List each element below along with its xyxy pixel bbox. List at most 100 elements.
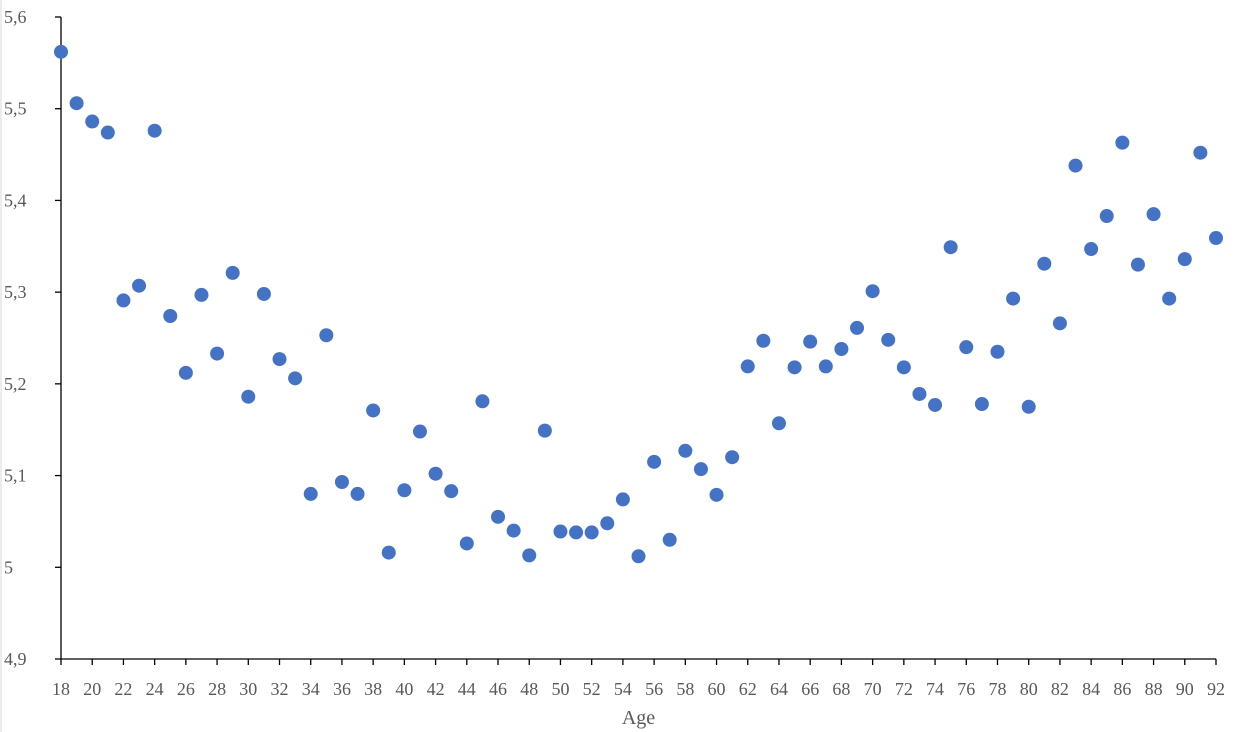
data-point xyxy=(1099,209,1114,224)
x-tick-label: 86 xyxy=(1113,679,1131,699)
data-point xyxy=(990,344,1005,359)
data-point xyxy=(1177,252,1192,267)
data-point xyxy=(1162,291,1177,306)
data-point xyxy=(116,293,131,308)
data-point xyxy=(974,397,989,412)
data-point xyxy=(288,371,303,386)
data-point xyxy=(943,240,958,255)
data-point xyxy=(865,284,880,299)
data-point xyxy=(334,474,349,489)
data-point xyxy=(428,466,443,481)
data-point xyxy=(1068,158,1083,173)
data-point xyxy=(771,416,786,431)
data-point xyxy=(569,525,584,540)
data-point xyxy=(459,536,474,551)
data-point xyxy=(896,360,911,375)
data-point xyxy=(85,114,100,129)
data-point xyxy=(1052,316,1067,331)
x-tick-label: 74 xyxy=(926,679,944,699)
data-point xyxy=(850,320,865,335)
data-point xyxy=(491,509,506,524)
data-point xyxy=(615,492,630,507)
data-point xyxy=(1084,242,1099,257)
x-tick-label: 60 xyxy=(708,679,726,699)
data-point xyxy=(709,487,724,502)
data-point xyxy=(600,516,615,531)
y-tick-label: 5,4 xyxy=(4,190,27,210)
data-point xyxy=(210,346,225,361)
data-point xyxy=(147,123,162,138)
data-point xyxy=(647,454,662,469)
x-tick-label: 92 xyxy=(1207,679,1225,699)
x-tick-label: 32 xyxy=(271,679,289,699)
data-points xyxy=(54,44,1223,564)
x-axis-title: Age xyxy=(622,707,655,729)
x-tick-label: 72 xyxy=(895,679,913,699)
x-axis-ticks: 18 20 22 24 26 28 30 32 34 36 38 40 42 44 46 48 50 52 54 56… xyxy=(52,659,1225,699)
data-point xyxy=(928,397,943,412)
data-point xyxy=(381,545,396,560)
data-point xyxy=(1130,257,1145,272)
data-point xyxy=(444,484,459,499)
x-tick-label: 46 xyxy=(489,679,507,699)
x-tick-label: 84 xyxy=(1082,679,1100,699)
data-point xyxy=(881,332,896,347)
data-point xyxy=(787,360,802,375)
data-point xyxy=(1193,145,1208,160)
data-point xyxy=(912,386,927,401)
data-point xyxy=(256,286,271,301)
data-point xyxy=(350,486,365,501)
data-point xyxy=(756,333,771,348)
x-tick-label: 82 xyxy=(1051,679,1069,699)
y-tick-label: 5,3 xyxy=(4,282,27,302)
data-point xyxy=(366,403,381,418)
y-tick-label: 5,1 xyxy=(4,466,27,486)
data-point xyxy=(834,342,849,357)
data-point xyxy=(1006,291,1021,306)
x-tick-label: 40 xyxy=(395,679,413,699)
x-tick-label: 52 xyxy=(583,679,601,699)
data-point xyxy=(319,328,334,343)
x-tick-label: 28 xyxy=(208,679,226,699)
x-tick-label: 68 xyxy=(832,679,850,699)
x-tick-label: 34 xyxy=(302,679,320,699)
data-point xyxy=(225,265,240,280)
data-point xyxy=(740,359,755,374)
data-point xyxy=(1037,256,1052,271)
data-point xyxy=(725,450,740,465)
data-point xyxy=(662,532,677,547)
data-point xyxy=(397,483,412,498)
x-tick-label: 70 xyxy=(864,679,882,699)
y-tick-label: 5,6 xyxy=(4,7,27,27)
data-point xyxy=(178,365,193,380)
data-point xyxy=(959,340,974,355)
x-tick-label: 36 xyxy=(333,679,351,699)
data-point xyxy=(584,525,599,540)
data-point xyxy=(693,462,708,477)
x-tick-label: 50 xyxy=(551,679,569,699)
data-point xyxy=(241,389,256,404)
x-tick-label: 18 xyxy=(52,679,70,699)
data-point xyxy=(1115,135,1130,150)
y-tick-label: 4,9 xyxy=(4,649,27,669)
x-tick-label: 20 xyxy=(83,679,101,699)
x-tick-label: 30 xyxy=(239,679,257,699)
x-tick-label: 58 xyxy=(676,679,694,699)
data-point xyxy=(1146,207,1161,222)
data-point xyxy=(475,394,490,409)
data-point xyxy=(818,359,833,374)
x-tick-label: 22 xyxy=(114,679,132,699)
data-point xyxy=(522,548,537,563)
data-point xyxy=(537,423,552,438)
data-point xyxy=(1209,231,1223,246)
data-point xyxy=(1021,399,1036,414)
y-tick-label: 5,2 xyxy=(4,374,27,394)
x-tick-label: 80 xyxy=(1020,679,1038,699)
data-point xyxy=(303,486,318,501)
x-tick-label: 24 xyxy=(146,679,164,699)
x-tick-label: 54 xyxy=(614,679,632,699)
data-point xyxy=(194,287,209,302)
x-tick-label: 90 xyxy=(1176,679,1194,699)
x-tick-label: 56 xyxy=(645,679,663,699)
